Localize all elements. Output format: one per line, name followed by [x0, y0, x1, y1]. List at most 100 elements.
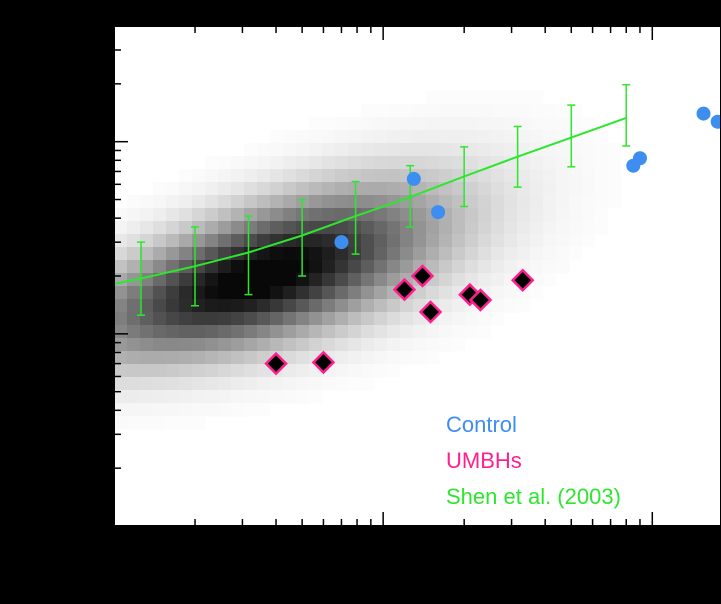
density-cell: [387, 104, 401, 118]
density-cell: [179, 299, 193, 313]
density-cell: [218, 182, 232, 196]
density-cell: [140, 377, 154, 391]
density-cell: [322, 117, 336, 131]
density-cell: [270, 286, 284, 300]
density-cell: [166, 403, 180, 417]
density-cell: [166, 195, 180, 209]
density-cell: [387, 156, 401, 170]
density-cell: [231, 351, 245, 365]
legend-entry-umbhs: UMBHs: [446, 448, 522, 473]
density-cell: [192, 390, 206, 404]
density-cell: [387, 273, 401, 287]
density-cell: [491, 182, 505, 196]
density-cell: [127, 351, 141, 365]
density-cell: [582, 156, 596, 170]
density-cell: [296, 312, 310, 326]
legend: Control UMBHs Shen et al. (2003): [446, 412, 621, 509]
density-cell: [166, 221, 180, 235]
density-cell: [504, 117, 518, 131]
density-cell: [387, 117, 401, 131]
density-cell: [543, 117, 557, 131]
density-cell: [348, 338, 362, 352]
umbh-point: [410, 264, 435, 288]
density-cell: [361, 195, 375, 209]
density-cell: [530, 117, 544, 131]
density-cell: [465, 143, 479, 157]
density-cell: [413, 286, 427, 300]
density-cell: [348, 221, 362, 235]
density-cell: [283, 130, 297, 144]
density-cell: [530, 260, 544, 274]
density-cell: [179, 247, 193, 261]
density-cell: [322, 260, 336, 274]
density-cell: [309, 117, 323, 131]
density-cell: [244, 182, 258, 196]
density-cell: [504, 91, 518, 105]
density-cell: [530, 286, 544, 300]
density-cell: [361, 234, 375, 248]
density-cell: [309, 234, 323, 248]
density-cell: [413, 104, 427, 118]
density-cell: [205, 156, 219, 170]
density-cell: [478, 104, 492, 118]
density-cell: [608, 143, 622, 157]
density-cell: [218, 299, 232, 313]
density-cell: [439, 299, 453, 313]
density-cell: [192, 338, 206, 352]
density-cell: [374, 143, 388, 157]
density-cell: [387, 234, 401, 248]
density-cell: [478, 234, 492, 248]
density-cell: [127, 208, 141, 222]
density-cell: [413, 208, 427, 222]
density-cell: [517, 91, 531, 105]
density-cell: [296, 286, 310, 300]
density-cell: [582, 208, 596, 222]
density-cell: [335, 130, 349, 144]
density-cell: [491, 208, 505, 222]
density-cell: [478, 221, 492, 235]
density-cell: [270, 169, 284, 183]
density-cell: [348, 377, 362, 391]
density-cell: [309, 208, 323, 222]
density-cell: [387, 221, 401, 235]
density-cell: [452, 221, 466, 235]
density-cell: [413, 130, 427, 144]
density-cell: [465, 208, 479, 222]
density-cell: [517, 182, 531, 196]
density-cell: [166, 299, 180, 313]
density-cell: [166, 273, 180, 287]
density-cell: [283, 312, 297, 326]
density-cell: [192, 377, 206, 391]
density-cell: [244, 286, 258, 300]
density-cell: [465, 260, 479, 274]
density-cell: [244, 403, 258, 417]
control-point: [334, 235, 349, 250]
density-cell: [218, 312, 232, 326]
umbh-point: [392, 277, 417, 302]
density-cell: [478, 169, 492, 183]
density-cell: [309, 143, 323, 157]
density-cell: [439, 286, 453, 300]
density-cell: [595, 156, 609, 170]
density-cell: [374, 312, 388, 326]
density-cell: [517, 221, 531, 235]
density-cell: [465, 130, 479, 144]
density-cell: [400, 325, 414, 339]
density-cell: [114, 299, 128, 313]
density-cell: [348, 325, 362, 339]
density-cell: [595, 143, 609, 157]
density-cell: [530, 169, 544, 183]
density-cell: [257, 338, 271, 352]
density-cell: [270, 299, 284, 313]
density-cell: [140, 195, 154, 209]
density-cell: [361, 143, 375, 157]
density-cell: [192, 351, 206, 365]
density-cell: [140, 364, 154, 378]
density-cell: [231, 247, 245, 261]
density-cell: [426, 338, 440, 352]
density-cell: [530, 195, 544, 209]
density-cell: [348, 234, 362, 248]
density-cell: [556, 260, 570, 274]
density-cell: [361, 312, 375, 326]
density-cell: [127, 260, 141, 274]
